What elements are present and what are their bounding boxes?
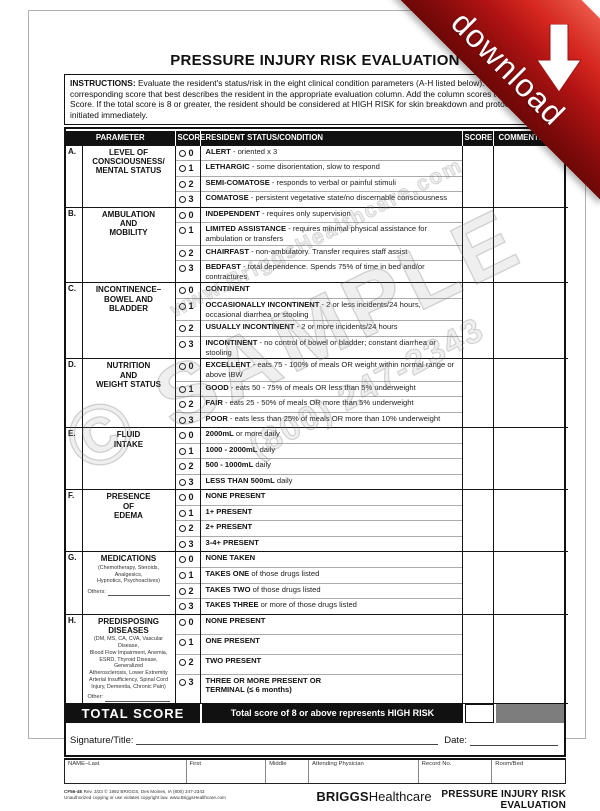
brand-bold: BRIGGS <box>316 789 368 804</box>
footer-legal-line1: Rev. 3/23 © 1992 BRIGGS, Des Moines, IA … <box>82 789 204 794</box>
download-arrow-icon[interactable] <box>536 24 582 94</box>
footer: CF56-4E Rev. 3/23 © 1992 BRIGGS, Des Moi… <box>64 789 566 811</box>
form-code: CF56-4E <box>64 789 82 794</box>
download-ribbon-area: download <box>0 0 600 771</box>
footer-legal: CF56-4E Rev. 3/23 © 1992 BRIGGS, Des Moi… <box>64 789 309 803</box>
footer-legal-line2: Unauthorized copying or use violates cop… <box>64 795 309 802</box>
brand-light: Healthcare <box>369 789 432 804</box>
footer-form-title: PRESSURE INJURY RISK EVALUATION <box>439 789 566 811</box>
briggs-logo: BRIGGSHealthcare <box>309 789 439 804</box>
